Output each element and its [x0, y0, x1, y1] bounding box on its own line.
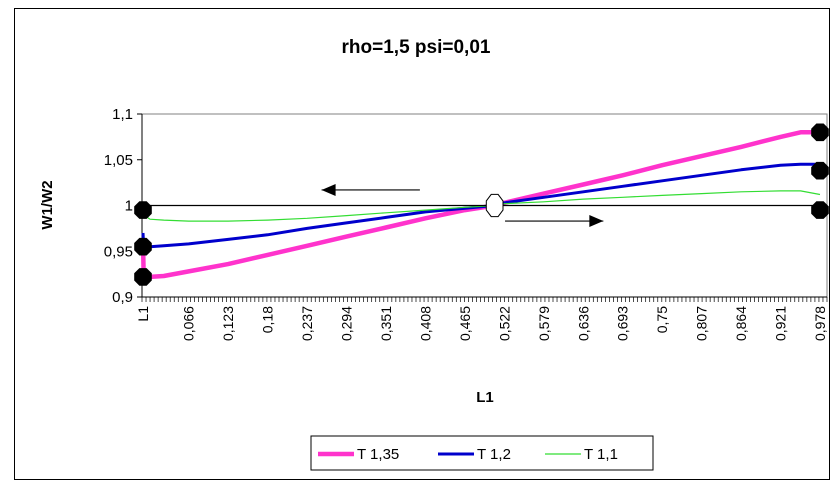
x-tick-label: 0,522 [496, 306, 512, 341]
x-tick-label: 0,636 [575, 306, 591, 341]
y-tick-label: 1,05 [104, 152, 133, 169]
x-tick-label: 0,123 [220, 306, 236, 341]
data-marker [134, 201, 152, 219]
x-tick-label: 0,807 [694, 306, 710, 341]
y-tick-label: 1,1 [112, 106, 133, 123]
x-tick-label: 0,294 [339, 306, 355, 341]
x-tick-label: 0,18 [260, 306, 276, 333]
legend: T 1,35 T 1,2 T 1,1 [310, 435, 654, 471]
plot-area: 0,9 0,95 1 1,05 1,1 L1 0,066 0,123 0,18 0,237 0,29… [104, 106, 829, 341]
legend-label: T 1,2 [477, 446, 511, 463]
x-tick-label: 0,408 [417, 306, 433, 341]
data-marker [134, 237, 152, 256]
series-line-2 [141, 162, 820, 249]
x-tick-label: 0,693 [615, 306, 631, 341]
series-line-3 [142, 190, 821, 222]
x-tick-label: 0,237 [299, 306, 315, 341]
x-tick-label: 0,921 [773, 306, 789, 341]
x-tick-label: 0,066 [181, 306, 197, 341]
y-axis-title: W1/W2 [39, 180, 56, 229]
y-tick-label: 0,95 [104, 243, 133, 260]
y-tick-label: 0,9 [112, 289, 133, 306]
y-tick-label: 1 [125, 198, 133, 215]
x-tick-label: 0,579 [536, 306, 552, 341]
x-tick-label: 0,864 [733, 306, 749, 341]
legend-box [310, 435, 654, 471]
x-axis-title: L1 [476, 389, 494, 406]
legend-label: T 1,35 [357, 446, 399, 463]
data-marker [811, 161, 829, 180]
data-marker [811, 201, 829, 219]
x-tick-label: 0,75 [654, 306, 670, 333]
data-marker [485, 193, 504, 218]
legend-label: T 1,1 [584, 446, 618, 463]
x-tick-label: 0,465 [457, 306, 473, 341]
arrow-head [321, 183, 336, 196]
arrow-head [589, 215, 604, 228]
data-marker [134, 268, 152, 286]
series-line-1 [140, 130, 820, 280]
x-tick-label: L1 [135, 306, 151, 322]
x-tick-label: 0,978 [812, 306, 828, 341]
x-tick-label: 0,351 [378, 306, 394, 341]
chart-title: rho=1,5 psi=0,01 [342, 37, 491, 58]
data-marker [811, 123, 829, 142]
